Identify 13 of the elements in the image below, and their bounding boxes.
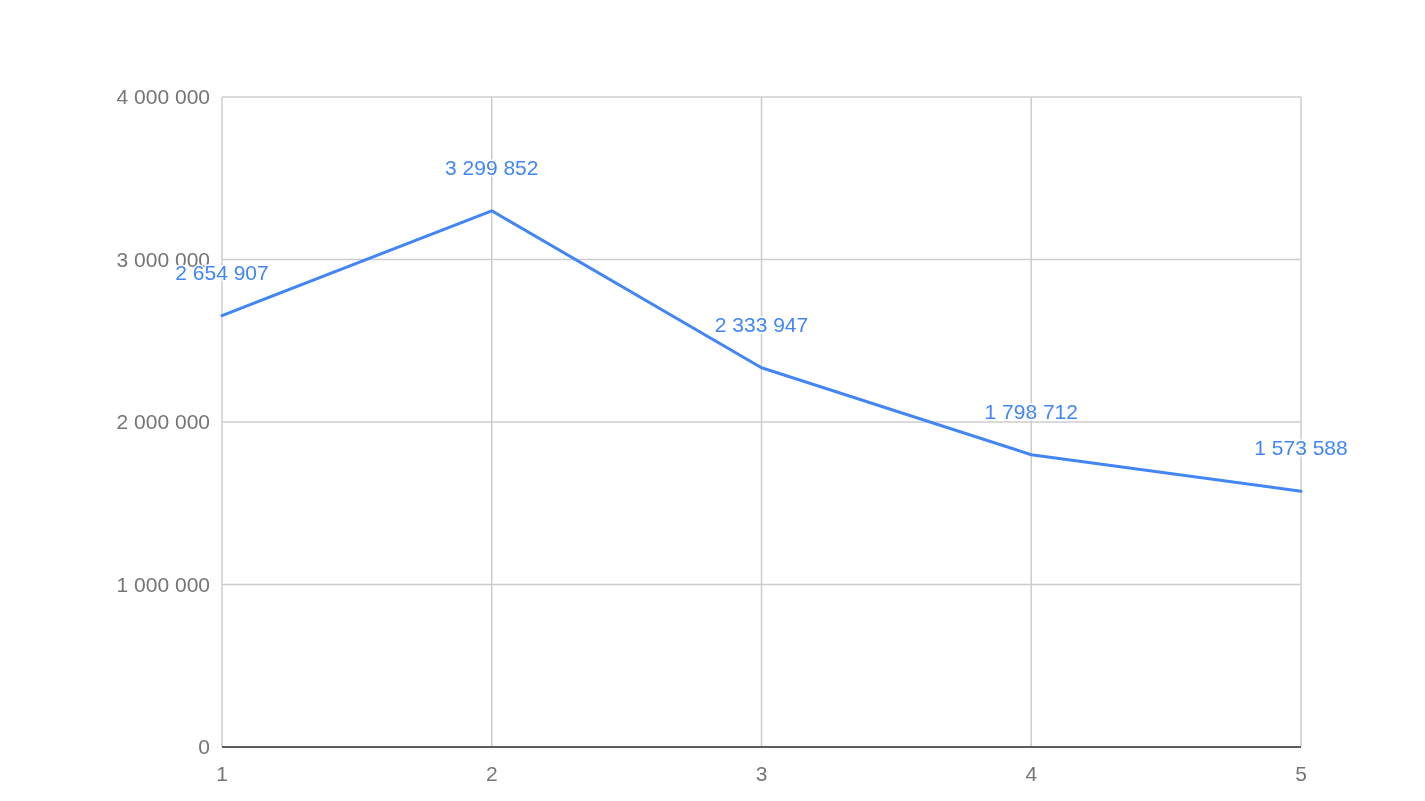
- data-label: 2 333 947: [714, 312, 809, 336]
- x-tick-label: 4: [1025, 762, 1038, 785]
- x-tick-label: 2: [485, 762, 498, 785]
- y-tick-label: 2 000 000: [116, 410, 210, 434]
- data-label: 3 299 852: [445, 155, 539, 179]
- y-tick-label: 0: [198, 735, 210, 759]
- data-label: 1 798 712: [984, 399, 1078, 423]
- x-tick-label: 3: [755, 762, 768, 785]
- x-tick-label: 5: [1295, 762, 1307, 785]
- y-tick-label: 4 000 000: [116, 85, 210, 109]
- x-tick-label: 1: [216, 762, 228, 785]
- data-label: 1 573 588: [1254, 436, 1348, 460]
- y-tick-label: 1 000 000: [116, 572, 210, 596]
